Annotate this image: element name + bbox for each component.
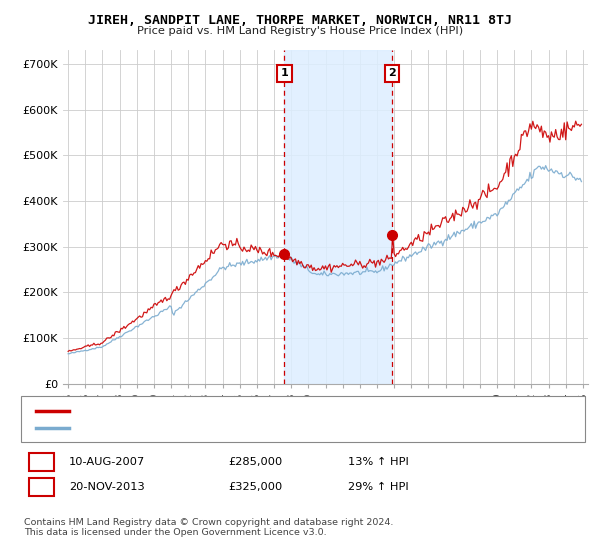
Text: £325,000: £325,000: [228, 482, 282, 492]
Bar: [284, 50, 392, 384]
Text: 1: 1: [281, 68, 289, 78]
Text: JIREH, SANDPIT LANE, THORPE MARKET, NORWICH, NR11 8TJ: JIREH, SANDPIT LANE, THORPE MARKET, NORW…: [88, 14, 512, 27]
Text: 29% ↑ HPI: 29% ↑ HPI: [348, 482, 409, 492]
Text: JIREH, SANDPIT LANE, THORPE MARKET, NORWICH, NR11 8TJ (detached house): JIREH, SANDPIT LANE, THORPE MARKET, NORW…: [75, 405, 469, 416]
Text: £285,000: £285,000: [228, 457, 282, 467]
Text: 2: 2: [37, 480, 46, 494]
Bar: [566, 50, 588, 384]
Text: 1: 1: [37, 455, 46, 469]
Text: Contains HM Land Registry data © Crown copyright and database right 2024.
This d: Contains HM Land Registry data © Crown c…: [24, 518, 394, 538]
Text: 13% ↑ HPI: 13% ↑ HPI: [348, 457, 409, 467]
Text: 20-NOV-2013: 20-NOV-2013: [69, 482, 145, 492]
Text: 10-AUG-2007: 10-AUG-2007: [69, 457, 145, 467]
Text: HPI: Average price, detached house, North Norfolk: HPI: Average price, detached house, Nort…: [75, 423, 326, 433]
Text: Price paid vs. HM Land Registry's House Price Index (HPI): Price paid vs. HM Land Registry's House …: [137, 26, 463, 36]
Text: 2: 2: [388, 68, 396, 78]
